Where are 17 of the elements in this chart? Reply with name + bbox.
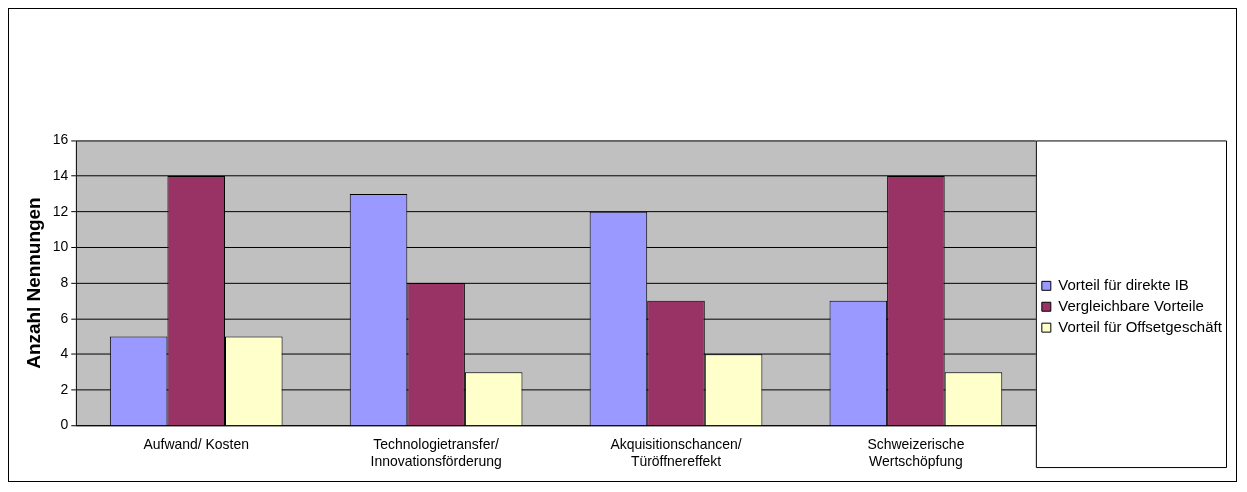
- y-tick-label: 4: [60, 345, 69, 362]
- y-axis-title: Anzahl Nennungen: [22, 197, 44, 369]
- legend-label: Vorteil für direkte IB: [1058, 275, 1189, 293]
- legend-label: Vorteil für Offsetgeschäft: [1058, 317, 1223, 335]
- y-tick-label: 6: [60, 309, 69, 326]
- x-tick-label: Aufwand/ Kosten: [143, 435, 249, 452]
- y-tick-label: 12: [52, 202, 69, 219]
- y-tick-label: 16: [52, 131, 69, 148]
- y-tick-label: 14: [52, 166, 69, 183]
- y-tick-label: 10: [52, 238, 69, 255]
- x-tick-label: Schweizerische Wertschöpfung: [867, 435, 965, 469]
- legend-label: Vergleichbare Vorteile: [1058, 296, 1204, 314]
- x-tick-label: Technologietransfer/ Innovationsförderung: [370, 435, 502, 469]
- x-tick-label: Akquisitionschancen/ Türöffnereffekt: [610, 435, 742, 469]
- y-tick-label: 0: [60, 416, 69, 433]
- y-tick-label: 2: [60, 380, 69, 397]
- y-tick-label: 8: [60, 273, 69, 290]
